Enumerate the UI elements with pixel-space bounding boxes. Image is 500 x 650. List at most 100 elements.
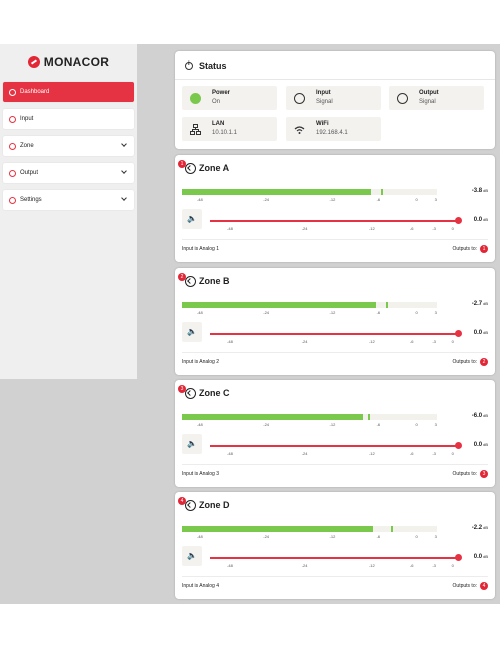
volume-slider-handle[interactable] xyxy=(455,217,462,224)
output-badge[interactable]: 1 xyxy=(480,245,488,253)
volume-slider-handle[interactable] xyxy=(455,554,462,561)
volume-tick-label: -6 xyxy=(409,339,414,344)
volume-tick-label: -24 xyxy=(301,226,308,231)
level-unit: dB xyxy=(483,188,488,193)
level-meter-peak xyxy=(391,526,394,532)
status-tile-lan: LAN 10.10.1.1 xyxy=(182,117,277,141)
level-value: -3.8 xyxy=(471,188,483,194)
power-dot-icon xyxy=(190,93,201,104)
tile-value: On xyxy=(212,99,221,105)
volume-slider[interactable] xyxy=(210,442,462,449)
meter-tick-label: 3 xyxy=(434,310,437,315)
volume-readout: 0.0dB xyxy=(474,554,488,560)
volume-slider[interactable] xyxy=(210,217,462,224)
zone-input-text: Input is Analog 4 xyxy=(182,583,219,589)
volume-tick-label: -48 xyxy=(227,339,233,344)
status-tile-output: Output Signal xyxy=(389,86,484,110)
zone-source-icon xyxy=(185,500,196,511)
zone-title: Zone A xyxy=(199,163,230,173)
sidebar-item-dashboard[interactable]: Dashboard xyxy=(3,82,134,102)
sidebar-item-output[interactable]: Output xyxy=(3,163,134,183)
zone-outputs: Outputs to: 1 xyxy=(453,245,488,253)
output-badge[interactable]: 2 xyxy=(480,358,488,366)
outputs-label: Outputs to: xyxy=(452,359,477,365)
app-background: MONACOR Dashboard Input Zone Output Sett… xyxy=(0,44,500,604)
divider xyxy=(182,352,488,353)
zone-input-text: Input is Analog 1 xyxy=(182,246,219,252)
sidebar-item-input[interactable]: Input xyxy=(3,109,134,129)
brand-name: MONACOR xyxy=(43,55,110,69)
zone-card: 3 Zone C -48 -24 -12 -6 0 3 -6.0dB 🔈 -48 -24 -12 -6 -3… xyxy=(175,380,495,487)
level-readout: -2.2dB xyxy=(472,525,488,531)
status-title: Status xyxy=(199,61,227,71)
meter-tick-label: -48 xyxy=(196,534,203,539)
status-tile-power: Power On xyxy=(182,86,277,110)
output-badge[interactable]: 4 xyxy=(480,582,488,590)
level-meter-fill xyxy=(182,414,364,420)
sidebar-item-label: Output xyxy=(20,170,39,176)
meter-scale: -48 -24 -12 -6 0 3 xyxy=(182,310,437,318)
volume-tick-label: -12 xyxy=(368,339,375,344)
volume-slider-handle[interactable] xyxy=(455,330,462,337)
zone-title: Zone C xyxy=(199,388,230,398)
sidebar-item-label: Zone xyxy=(20,143,34,149)
tile-label: Power xyxy=(212,90,231,96)
speaker-icon: 🔈 xyxy=(187,551,197,560)
wifi-icon xyxy=(294,126,305,134)
volume-tick-label: -48 xyxy=(227,563,233,568)
tile-value: Signal xyxy=(316,99,333,105)
tile-value: 192.168.4.1 xyxy=(316,130,348,136)
outputs-label: Outputs to: xyxy=(452,583,477,589)
sidebar-item-settings[interactable]: Settings xyxy=(3,190,134,210)
volume-tick-label: -6 xyxy=(409,563,414,568)
volume-tick-label: -24 xyxy=(301,563,308,568)
zone-card: 2 Zone B -48 -24 -12 -6 0 3 -2.7dB 🔈 -48 -24 -12 -6 -3… xyxy=(175,268,495,375)
volume-slider-handle[interactable] xyxy=(455,442,462,449)
meter-tick-label: 3 xyxy=(434,534,437,539)
chevron-down-icon xyxy=(121,195,127,201)
level-unit: dB xyxy=(483,525,488,530)
dashboard-icon xyxy=(9,88,16,96)
mute-button[interactable]: 🔈 xyxy=(182,434,202,454)
volume-value: 0.0 xyxy=(473,330,483,336)
zone-input-text: Input is Analog 2 xyxy=(182,359,219,365)
sidebar: MONACOR Dashboard Input Zone Output Sett… xyxy=(0,44,137,379)
zone-title: Zone D xyxy=(199,500,230,510)
outputs-label: Outputs to: xyxy=(452,246,477,252)
volume-tick-label: -3 xyxy=(432,226,436,231)
zone-number-badge: 3 xyxy=(178,385,186,393)
volume-value: 0.0 xyxy=(473,442,483,448)
output-badge[interactable]: 3 xyxy=(480,470,488,478)
sidebar-item-zone[interactable]: Zone xyxy=(3,136,134,156)
volume-readout: 0.0dB xyxy=(474,217,488,223)
meter-tick-label: -6 xyxy=(376,534,381,539)
mute-button[interactable]: 🔈 xyxy=(182,546,202,566)
mute-button[interactable]: 🔈 xyxy=(182,209,202,229)
speaker-icon: 🔈 xyxy=(187,214,197,223)
meter-tick-label: -6 xyxy=(376,310,381,315)
output-icon xyxy=(9,169,16,177)
zone-source-icon xyxy=(185,276,196,287)
level-meter-fill xyxy=(182,526,374,532)
meter-scale: -48 -24 -12 -6 0 3 xyxy=(182,422,437,430)
volume-tick-label: -6 xyxy=(409,226,414,231)
tile-label: Input xyxy=(316,90,331,96)
tile-label: LAN xyxy=(212,121,225,127)
level-unit: dB xyxy=(483,413,488,418)
chevron-down-icon xyxy=(121,141,127,147)
volume-tick-label: -24 xyxy=(301,339,308,344)
level-value: -2.2 xyxy=(471,525,483,531)
monacor-logo-icon xyxy=(27,56,40,68)
volume-slider[interactable] xyxy=(210,554,462,561)
level-meter-fill xyxy=(182,302,376,308)
meter-scale: -48 -24 -12 -6 0 3 xyxy=(182,534,437,542)
meter-tick-label: -6 xyxy=(376,422,381,427)
sidebar-item-label: Settings xyxy=(20,197,42,203)
divider xyxy=(175,79,495,80)
volume-tick-label: -12 xyxy=(368,226,375,231)
volume-slider[interactable] xyxy=(210,330,462,337)
meter-tick-label: -24 xyxy=(263,534,270,539)
mute-button[interactable]: 🔈 xyxy=(182,322,202,342)
divider xyxy=(182,576,488,577)
